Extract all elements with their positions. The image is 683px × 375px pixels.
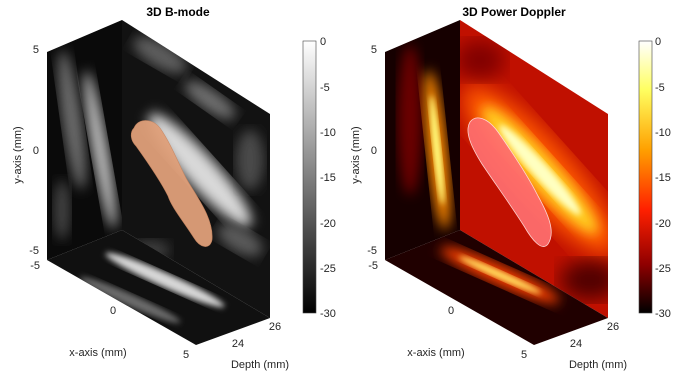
bmode-colorbar-tick: -20	[320, 218, 336, 230]
bmode-xtick: 0	[110, 305, 116, 317]
bmode-ytick: 5	[33, 44, 39, 56]
doppler-xlabel: x-axis (mm)	[407, 347, 464, 359]
doppler-left-slice	[385, 20, 460, 260]
doppler-xtick: -5	[368, 260, 378, 272]
bmode-ztick: 24	[232, 338, 244, 350]
bmode-xtick: -5	[30, 260, 40, 272]
doppler-colorbar-tick: -15	[655, 172, 671, 184]
doppler-colorbar-tick: -5	[655, 82, 665, 94]
bmode-colorbar: 0 -5 -10 -15 -20 -25 -30	[302, 36, 336, 320]
doppler-ylabel: y-axis (mm)	[350, 126, 362, 183]
bmode-colorbar-tick: 0	[320, 36, 326, 48]
bmode-ytick: 0	[33, 145, 39, 157]
doppler-colorbar-tick: -20	[655, 218, 671, 230]
doppler-vessel-surface	[467, 117, 552, 247]
doppler-panel: 3D Power Doppler 5 0 -5 y-axis (mm) -5 0…	[350, 5, 671, 371]
bmode-title: 3D B-mode	[146, 5, 210, 19]
bmode-ylabel: y-axis (mm)	[12, 126, 24, 183]
bmode-colorbar-tick: -15	[320, 172, 336, 184]
bmode-xtick: 5	[183, 349, 189, 361]
bmode-zlabel: Depth (mm)	[231, 359, 289, 371]
doppler-ytick: 0	[371, 145, 377, 157]
doppler-colorbar-tick: -10	[655, 127, 671, 139]
bmode-ztick: 26	[269, 321, 281, 333]
doppler-ztick: 26	[607, 321, 619, 333]
doppler-colorbar: 0 -5 -10 -15 -20 -25 -30	[638, 36, 671, 320]
doppler-ytick: 5	[371, 44, 377, 56]
bmode-colorbar-tick: -25	[320, 263, 336, 275]
bmode-ytick: -5	[29, 245, 39, 257]
bmode-panel: 3D B-mode 5 0 -5 y-axis	[12, 5, 336, 371]
doppler-colorbar-tick: 0	[655, 36, 661, 48]
doppler-title: 3D Power Doppler	[462, 5, 566, 19]
doppler-xtick: 0	[448, 305, 454, 317]
doppler-zlabel: Depth (mm)	[569, 359, 627, 371]
doppler-ztick: 24	[570, 338, 582, 350]
bmode-vessel-surface	[130, 120, 213, 247]
bmode-colorbar-tick: -30	[320, 308, 336, 320]
doppler-colorbar-tick: -25	[655, 263, 671, 275]
doppler-xtick: 5	[521, 349, 527, 361]
bmode-colorbar-tick: -5	[320, 82, 330, 94]
bmode-colorbar-tick: -10	[320, 127, 336, 139]
doppler-colorbar-tick: -30	[655, 308, 671, 320]
bmode-xlabel: x-axis (mm)	[69, 347, 126, 359]
doppler-ytick: -5	[367, 245, 377, 257]
bmode-left-slice	[47, 20, 122, 260]
